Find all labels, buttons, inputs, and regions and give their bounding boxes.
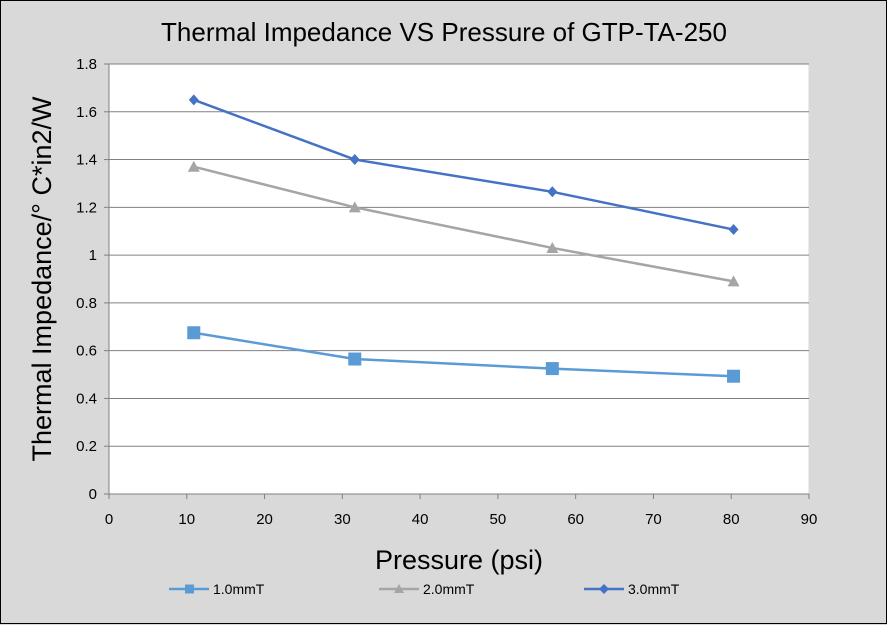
x-tick-label: 90: [801, 511, 818, 528]
x-tick-label: 30: [334, 511, 351, 528]
legend-label-3.0mmT: 3.0mmT: [628, 581, 680, 597]
data-point-3.0mmT-1: [349, 154, 360, 166]
series-3.0mmT: [188, 94, 739, 236]
data-point-3.0mmT-3: [728, 224, 739, 236]
y-tick-label: 1.8: [76, 56, 97, 73]
x-tick-label: 40: [412, 511, 429, 528]
y-tick-label: 1.4: [76, 152, 97, 169]
x-tick-label: 20: [256, 511, 273, 528]
legend-item-1.0mmT: 1.0mmT: [169, 581, 265, 597]
x-tick-label: 70: [645, 511, 662, 528]
data-point-2.0mmT-3: [727, 275, 740, 287]
legend-item-2.0mmT: 2.0mmT: [379, 581, 475, 597]
y-tick-label: 1.6: [76, 104, 97, 121]
series-line-1.0mmT: [193, 331, 734, 378]
series-line-3.0mmT: [193, 98, 734, 231]
data-point-1.0mmT-3: [727, 369, 741, 383]
y-tick-label: 0.6: [76, 343, 97, 360]
legend-marker-2.0mmT: [394, 584, 404, 593]
data-point-2.0mmT-2: [546, 241, 559, 253]
y-tick-label: 1.2: [76, 199, 97, 216]
y-tick-label: 0.8: [76, 295, 97, 312]
data-point-1.0mmT-1: [348, 352, 362, 366]
x-tick-label: 50: [490, 511, 507, 528]
data-point-3.0mmT-0: [188, 94, 199, 106]
data-point-2.0mmT-0: [187, 160, 200, 172]
legend-label-2.0mmT: 2.0mmT: [423, 581, 475, 597]
series-1.0mmT: [187, 326, 741, 383]
legend: 1.0mmT 2.0mmT 3.0mmT: [169, 581, 680, 597]
x-axis-title: Pressure (psi): [375, 545, 543, 575]
y-tick-label: 1: [89, 247, 97, 264]
x-tick-label: 0: [105, 511, 113, 528]
chart-title: Thermal Impedance VS Pressure of GTP-TA-…: [161, 17, 727, 47]
legend-label-1.0mmT: 1.0mmT: [213, 581, 265, 597]
x-tick-label: 10: [178, 511, 195, 528]
series-line-2.0mmT: [193, 165, 734, 283]
series: [187, 94, 741, 383]
axes: [108, 64, 810, 499]
plot-area: [108, 63, 810, 495]
data-point-2.0mmT-1: [348, 201, 361, 213]
data-point-3.0mmT-2: [547, 186, 558, 198]
x-tick-label: 80: [723, 511, 740, 528]
x-tick-label: 60: [567, 511, 584, 528]
y-tick-label: 0.4: [76, 390, 97, 407]
y-axis-title: Thermal Impedance/° C*in2/W: [27, 96, 57, 461]
legend-item-3.0mmT: 3.0mmT: [584, 581, 680, 597]
series-2.0mmT: [187, 160, 740, 287]
data-point-1.0mmT-0: [187, 326, 201, 340]
data-point-1.0mmT-2: [545, 362, 559, 376]
y-tick-label: 0: [89, 486, 97, 503]
x-tick-labels: 0 10 20 30 40 50 60 70 80 90: [105, 511, 818, 528]
legend-marker-3.0mmT: [599, 584, 609, 594]
legend-marker-1.0mmT: [185, 584, 194, 594]
y-tick-labels: 0 0.2 0.4 0.6 0.8 1 1.2 1.4 1.6 1.8: [76, 56, 97, 503]
y-tick-label: 0.2: [76, 438, 97, 455]
gridlines: [104, 63, 809, 495]
